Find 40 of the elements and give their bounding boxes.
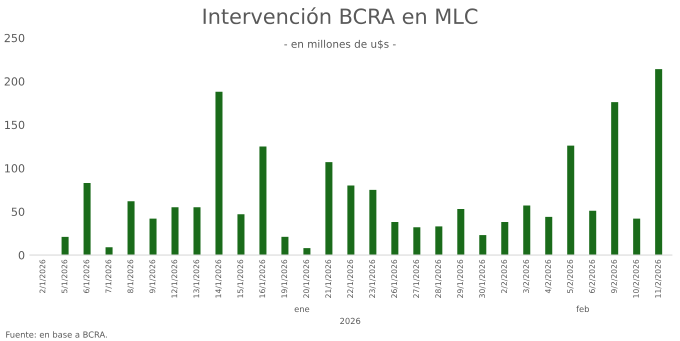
bar [611,102,618,256]
chart-title: Intervención BCRA en MLC [204,7,478,24]
bar [325,162,332,256]
y-tick-label: 150 [5,120,24,130]
bar [237,214,244,256]
bar [215,92,222,256]
bar [479,235,486,256]
bar [303,248,310,256]
bar [193,207,201,256]
y-tick-label: 50 [12,208,24,216]
bar [435,226,442,256]
bar [84,182,91,256]
bar [62,236,69,256]
bar [259,146,266,256]
bar [150,218,157,256]
bar [545,216,552,256]
bar [567,146,574,256]
bar [589,210,596,256]
y-tick-label: 100 [5,164,24,173]
bar [501,222,508,256]
bar [523,206,530,256]
y-tick-label: 250 [4,34,24,42]
y-tick-label: 0 [18,251,24,260]
bar [369,190,376,256]
bar [128,201,135,256]
bar [171,207,179,256]
y-tick-label: 200 [4,77,24,86]
bar [391,222,398,256]
bar [106,247,113,256]
chart-subtitle: - en millones de u$s - [284,40,396,50]
bar [413,227,420,256]
bar [633,218,640,256]
bar [281,236,288,256]
text: ene [294,307,310,312]
text: feb [576,306,589,312]
bar [457,209,464,256]
source-note: Fuente: en base a BCRA. [6,331,107,338]
bar [347,186,354,256]
bar [655,69,662,256]
text: 2026 [340,318,360,324]
